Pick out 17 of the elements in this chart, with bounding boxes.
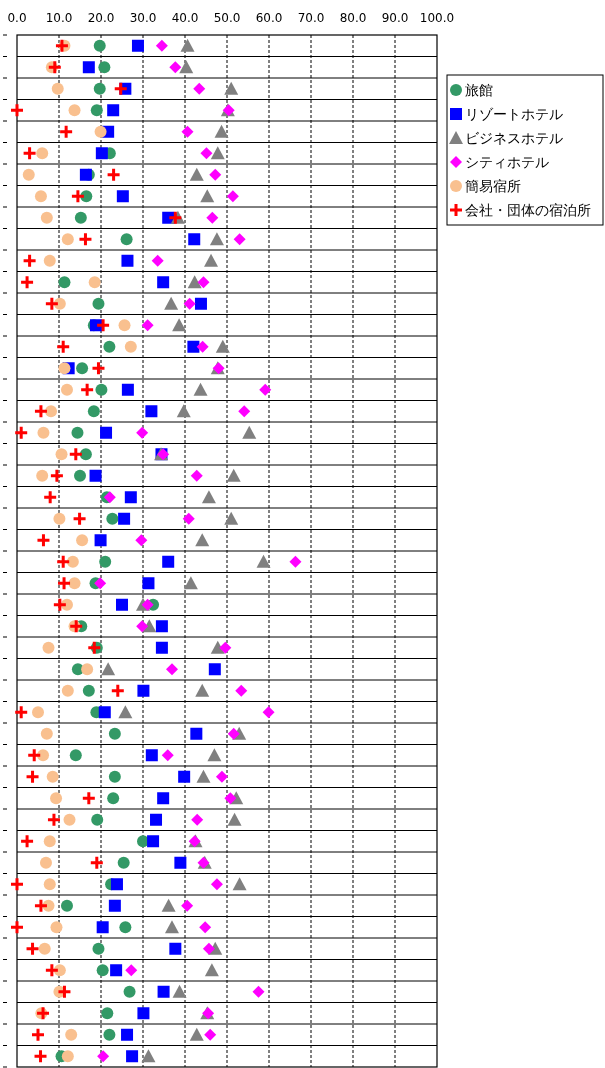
x-tick-label: 0.0: [7, 11, 27, 25]
legend-label: 簡易宿所: [465, 178, 521, 194]
x-tick-label: 30.0: [129, 11, 157, 25]
legend-label: ビジネスホテル: [465, 130, 563, 146]
x-tick-label: 60.0: [255, 11, 283, 25]
x-tick-label: 100.0: [419, 11, 455, 25]
x-tick-label: 10.0: [45, 11, 73, 25]
x-tick-label: 50.0: [213, 11, 241, 25]
legend-label: 会社・団体の宿泊所: [465, 202, 591, 218]
legend-label: リゾートホテル: [465, 106, 563, 122]
legend-label: 旅館: [465, 82, 493, 98]
x-tick-label: 20.0: [87, 11, 115, 25]
x-tick-label: 90.0: [381, 11, 409, 25]
x-tick-label: 70.0: [297, 11, 325, 25]
x-tick-label: 80.0: [339, 11, 367, 25]
legend-label: シティホテル: [465, 154, 549, 170]
x-tick-label: 40.0: [171, 11, 199, 25]
